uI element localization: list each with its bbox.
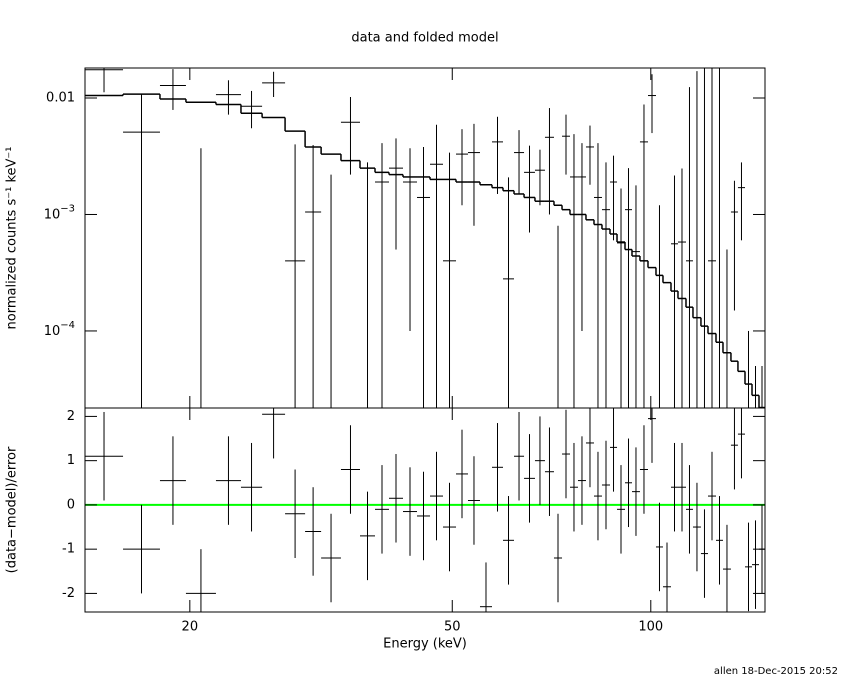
y-tick-label: 10−3 — [44, 203, 75, 222]
tick-exponent: −4 — [60, 320, 75, 331]
top-plot — [85, 68, 765, 408]
y-tick-label: -2 — [62, 586, 75, 601]
bottom-plot — [85, 408, 765, 612]
tick-base: 10 — [44, 323, 61, 338]
tick-exponent: −3 — [60, 203, 75, 214]
top-frame — [84, 67, 766, 409]
top-y-axis-label: normalized counts s⁻¹ keV⁻¹ — [5, 147, 20, 330]
footer: allen 18-Dec-2015 20:52 — [714, 666, 838, 677]
y-tick-label: 2 — [67, 409, 75, 424]
bottom-frame — [84, 407, 766, 613]
bottom-y-axis-label: (data−model)/error — [5, 446, 20, 573]
y-tick-label: 10−4 — [44, 320, 75, 339]
tick-base: 10 — [44, 207, 61, 222]
y-tick-label: 1 — [67, 453, 75, 468]
y-tick-label: 0.01 — [46, 91, 75, 106]
y-tick-label: 0 — [67, 497, 75, 512]
x-tick-label: 20 — [182, 620, 199, 635]
x-tick-label: 100 — [638, 620, 663, 635]
x-tick-label: 50 — [444, 620, 461, 635]
x-axis-label: Energy (keV) — [383, 637, 467, 652]
chart-title: data and folded model — [351, 31, 498, 46]
y-tick-label: -1 — [62, 542, 75, 557]
